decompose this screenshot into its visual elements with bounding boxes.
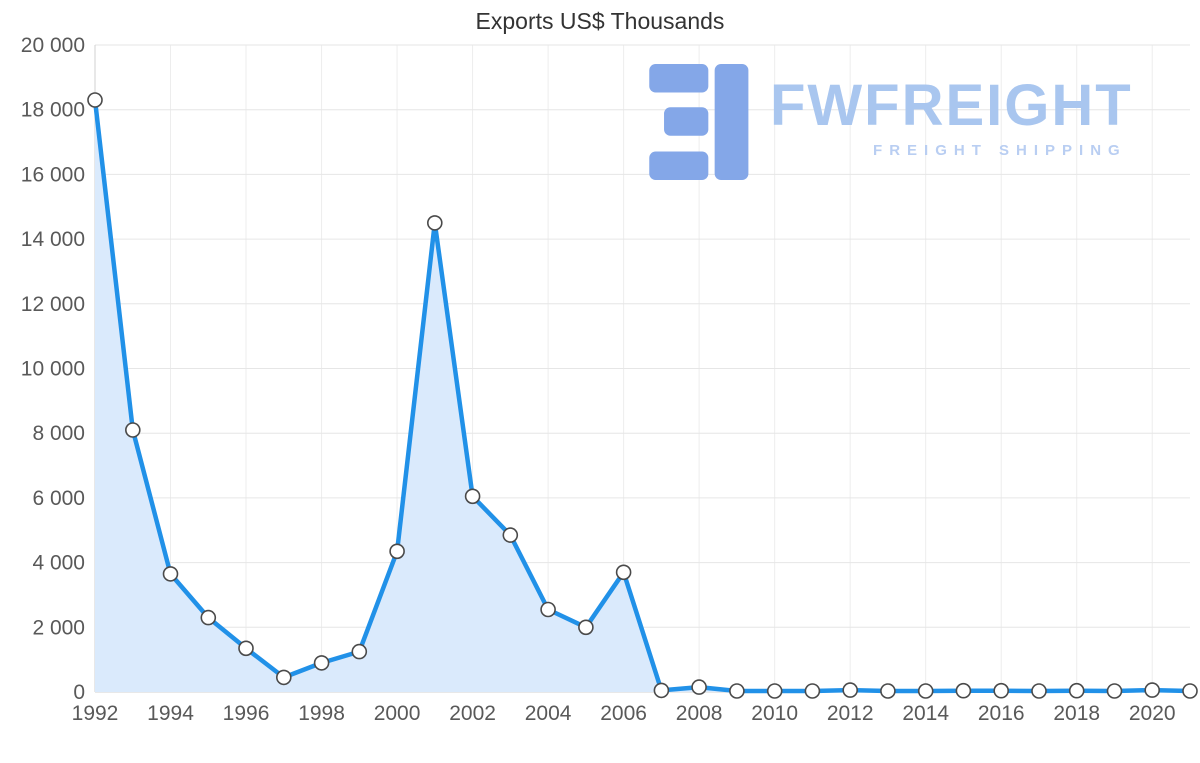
data-point[interactable] (842, 682, 859, 698)
data-point[interactable] (578, 619, 594, 636)
x-axis-label: 2018 (1053, 702, 1100, 725)
data-point[interactable] (502, 527, 519, 543)
data-point[interactable] (993, 682, 1010, 699)
data-point[interactable] (313, 655, 330, 671)
series-line (92, 97, 1193, 694)
x-axis-label: 1992 (72, 702, 119, 725)
y-gridlines: 0 2 000 4 000 6 000 8 000 10 000 12 000 14 000 1… (21, 34, 1190, 704)
y-axis-label: 20 000 (21, 34, 85, 57)
x-axis-label: 2012 (827, 702, 874, 725)
data-point[interactable] (238, 640, 254, 657)
x-axis-label: 2008 (676, 702, 723, 725)
data-point[interactable] (87, 92, 103, 108)
y-axis-label: 18 000 (21, 99, 85, 122)
data-point[interactable] (1031, 683, 1047, 699)
data-point[interactable] (615, 564, 632, 581)
y-axis-label: 6 000 (32, 487, 85, 510)
x-axis-label: 2000 (374, 702, 421, 725)
x-axis-label: 2006 (600, 702, 647, 725)
y-axis-label: 10 000 (21, 358, 85, 381)
x-axis-label: 2004 (525, 702, 572, 725)
y-axis-label: 8 000 (32, 422, 85, 445)
area-fill (95, 100, 1190, 692)
y-axis-label: 4 000 (32, 552, 85, 575)
data-point[interactable] (729, 683, 745, 699)
x-axis-label: 2002 (449, 702, 496, 725)
data-point[interactable] (125, 422, 141, 438)
y-axis-label: 14 000 (21, 228, 85, 251)
data-point[interactable] (653, 682, 670, 699)
data-point[interactable] (1182, 683, 1198, 699)
x-axis-label: 1998 (298, 702, 345, 725)
data-point[interactable] (200, 609, 217, 626)
data-point[interactable] (1068, 682, 1085, 699)
data-point[interactable] (275, 669, 292, 686)
data-point[interactable] (1106, 683, 1123, 699)
x-axis-label: 2010 (751, 702, 798, 725)
x-axis-label: 2016 (978, 702, 1025, 725)
x-axis-label: 1994 (147, 702, 194, 725)
data-point[interactable] (880, 683, 896, 699)
data-point[interactable] (426, 215, 443, 231)
data-point[interactable] (162, 566, 179, 582)
data-point[interactable] (464, 488, 481, 505)
data-point[interactable] (540, 601, 556, 618)
data-points (87, 92, 1198, 699)
data-point[interactable] (389, 543, 405, 560)
chart-title: Exports US$ Thousands (475, 8, 725, 34)
x-axis-label: 1996 (223, 702, 270, 725)
data-point[interactable] (1144, 682, 1160, 698)
data-point[interactable] (955, 682, 972, 699)
y-axis-label: 0 (73, 681, 85, 704)
y-axis-label: 2 000 (32, 616, 85, 639)
y-axis-label: 16 000 (21, 163, 85, 186)
data-point[interactable] (766, 683, 783, 699)
data-point[interactable] (691, 679, 707, 695)
x-axis-label: 2014 (902, 702, 949, 725)
x-axis-labels: 1992 1994 1996 1998 2000 2002 2004 2006 2008 2010… (72, 702, 1176, 725)
data-point[interactable] (804, 683, 821, 699)
data-point[interactable] (917, 683, 934, 699)
data-point[interactable] (351, 643, 368, 660)
x-axis-label: 2020 (1129, 702, 1176, 725)
y-axis-label: 12 000 (21, 293, 85, 316)
